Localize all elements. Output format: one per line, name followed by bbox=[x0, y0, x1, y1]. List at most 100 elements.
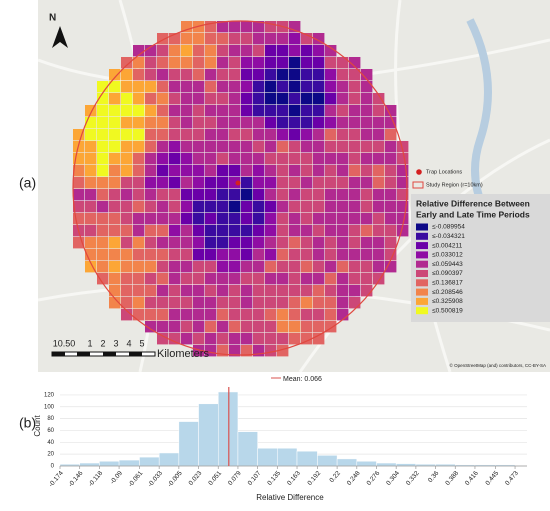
grid-cell bbox=[313, 273, 325, 285]
grid-cell bbox=[277, 165, 289, 177]
grid-cell bbox=[253, 21, 265, 33]
grid-cell bbox=[277, 117, 289, 129]
grid-cell bbox=[349, 261, 361, 273]
grid-cell bbox=[241, 69, 253, 81]
x-tick-label: -0.09 bbox=[109, 470, 124, 486]
grid-cell bbox=[181, 45, 193, 57]
grid-cell bbox=[301, 33, 313, 45]
grid-cell bbox=[241, 153, 253, 165]
grid-cell bbox=[265, 57, 277, 69]
grid-cell bbox=[169, 129, 181, 141]
grid-cell bbox=[97, 153, 109, 165]
grid-cell bbox=[205, 57, 217, 69]
grid-cell bbox=[205, 69, 217, 81]
grid-cell bbox=[157, 165, 169, 177]
grid-cell bbox=[181, 177, 193, 189]
grid-cell bbox=[241, 249, 253, 261]
grid-cell bbox=[349, 81, 361, 93]
grid-cell bbox=[277, 153, 289, 165]
legend-swatch bbox=[416, 288, 428, 296]
grid-cell bbox=[121, 273, 133, 285]
x-tick-label: 0.445 bbox=[484, 470, 500, 487]
grid-cell bbox=[289, 45, 301, 57]
grid-cell bbox=[109, 261, 121, 273]
grid-cell bbox=[385, 141, 397, 153]
bar bbox=[237, 431, 258, 467]
grid-cell bbox=[229, 285, 241, 297]
grid-cell bbox=[205, 237, 217, 249]
grid-cell bbox=[217, 249, 229, 261]
grid-cell bbox=[361, 141, 373, 153]
grid-cell bbox=[385, 117, 397, 129]
grid-cell bbox=[301, 201, 313, 213]
grid-cell bbox=[337, 81, 349, 93]
grid-cell bbox=[193, 189, 205, 201]
grid-cell bbox=[397, 141, 409, 153]
grid-cell bbox=[217, 165, 229, 177]
grid-cell bbox=[313, 177, 325, 189]
grid-cell bbox=[157, 213, 169, 225]
grid-cell bbox=[313, 69, 325, 81]
grid-cell bbox=[325, 237, 337, 249]
legend-swatch bbox=[416, 223, 428, 231]
grid-cell bbox=[217, 237, 229, 249]
grid-cell bbox=[277, 57, 289, 69]
grid-cell bbox=[301, 129, 313, 141]
grid-cell bbox=[217, 81, 229, 93]
grid-cell bbox=[325, 141, 337, 153]
grid-cell bbox=[337, 117, 349, 129]
grid-cell bbox=[373, 273, 385, 285]
grid-cell bbox=[337, 57, 349, 69]
grid-cell bbox=[217, 93, 229, 105]
legend-region-symbol bbox=[412, 181, 424, 189]
legend-swatch bbox=[416, 279, 428, 287]
grid-cell bbox=[169, 285, 181, 297]
grid-cell bbox=[157, 285, 169, 297]
grid-cell bbox=[325, 57, 337, 69]
grid-cell bbox=[265, 81, 277, 93]
y-tick-label: 120 bbox=[44, 393, 55, 399]
grid-cell bbox=[349, 105, 361, 117]
grid-cell bbox=[373, 141, 385, 153]
grid-cell bbox=[349, 153, 361, 165]
grid-cell bbox=[313, 225, 325, 237]
grid-cell bbox=[121, 297, 133, 309]
grid-cell bbox=[241, 141, 253, 153]
grid-cell bbox=[217, 213, 229, 225]
grid-cell bbox=[277, 333, 289, 345]
grid-cell bbox=[373, 249, 385, 261]
x-tick-label: -0.174 bbox=[48, 470, 65, 489]
grid-cell bbox=[229, 33, 241, 45]
grid-cell bbox=[133, 129, 145, 141]
grid-cell bbox=[313, 333, 325, 345]
grid-cell bbox=[361, 117, 373, 129]
grid-cell bbox=[217, 261, 229, 273]
grid-cell bbox=[109, 165, 121, 177]
grid-cell bbox=[289, 297, 301, 309]
grid-cell bbox=[277, 249, 289, 261]
grid-cell bbox=[205, 285, 217, 297]
grid-cell bbox=[301, 153, 313, 165]
grid-cell bbox=[325, 213, 337, 225]
grid-cell bbox=[349, 165, 361, 177]
grid-cell bbox=[217, 105, 229, 117]
grid-cell bbox=[265, 225, 277, 237]
grid-cell bbox=[169, 249, 181, 261]
grid-cell bbox=[253, 69, 265, 81]
x-tick-label: -0.061 bbox=[127, 470, 144, 489]
grid-cell bbox=[97, 165, 109, 177]
grid-cell bbox=[349, 117, 361, 129]
x-tick-label: 0.107 bbox=[247, 470, 263, 487]
grid-cell bbox=[193, 117, 205, 129]
x-tick-label: 0.276 bbox=[366, 470, 382, 487]
grid-cell bbox=[361, 177, 373, 189]
legend-label: ≤0.500819 bbox=[432, 307, 463, 314]
grid-cell bbox=[229, 117, 241, 129]
grid-cell bbox=[217, 33, 229, 45]
grid-cell bbox=[253, 57, 265, 69]
grid-cell bbox=[169, 45, 181, 57]
grid-cell bbox=[337, 129, 349, 141]
grid-cell bbox=[325, 297, 337, 309]
grid-cell bbox=[325, 249, 337, 261]
grid-cell bbox=[337, 297, 349, 309]
